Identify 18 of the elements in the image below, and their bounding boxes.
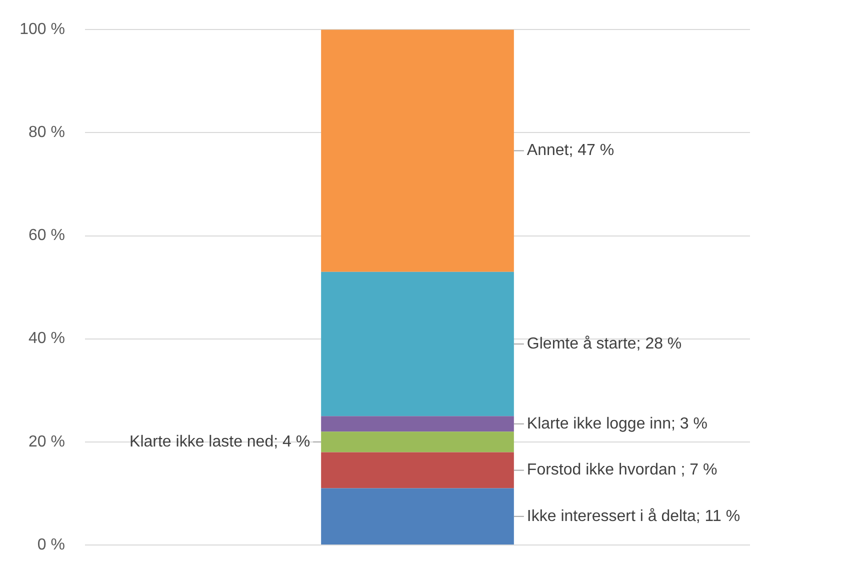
data-label: Glemte å starte; 28 % (526, 335, 682, 352)
y-tick-label: 60 % (28, 227, 65, 244)
y-tick-label: 20 % (28, 433, 65, 450)
bar (321, 30, 514, 272)
bar (321, 272, 514, 416)
data-label: Forstod ikke hvordan ; 7 % (526, 462, 718, 479)
data-label: Annet; 47 % (526, 142, 614, 160)
bar (321, 452, 514, 488)
bar (321, 416, 514, 432)
y-tick-label: 0 % (37, 536, 65, 554)
y-tick-label: 100 % (20, 21, 65, 38)
y-tick-label: 40 % (28, 330, 65, 348)
data-label: Klarte ikke logge inn; 3 % (526, 415, 708, 432)
bar (321, 488, 514, 544)
y-tick-label: 80 % (28, 124, 65, 142)
bar (321, 432, 514, 452)
data-label: Klarte ikke laste ned; 4 % (130, 433, 310, 450)
data-label: Ikke interessert i å delta; 11 % (526, 508, 740, 525)
